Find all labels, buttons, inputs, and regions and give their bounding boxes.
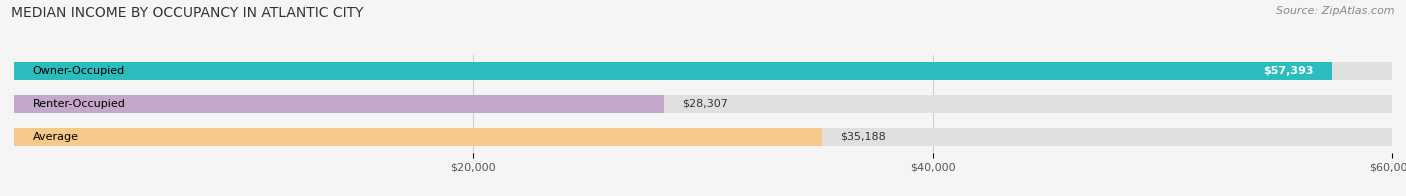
Text: Owner-Occupied: Owner-Occupied xyxy=(32,66,125,76)
Text: MEDIAN INCOME BY OCCUPANCY IN ATLANTIC CITY: MEDIAN INCOME BY OCCUPANCY IN ATLANTIC C… xyxy=(11,6,364,20)
Bar xyxy=(14,62,1392,80)
Text: $28,307: $28,307 xyxy=(682,99,728,109)
Text: Average: Average xyxy=(32,132,79,142)
Bar xyxy=(14,128,823,145)
Bar xyxy=(14,95,1392,113)
Text: Source: ZipAtlas.com: Source: ZipAtlas.com xyxy=(1277,6,1395,16)
Bar xyxy=(14,95,664,113)
Text: $35,188: $35,188 xyxy=(841,132,886,142)
Bar xyxy=(14,62,1331,80)
Text: Renter-Occupied: Renter-Occupied xyxy=(32,99,125,109)
Text: $57,393: $57,393 xyxy=(1263,66,1313,76)
Bar xyxy=(14,128,1392,145)
